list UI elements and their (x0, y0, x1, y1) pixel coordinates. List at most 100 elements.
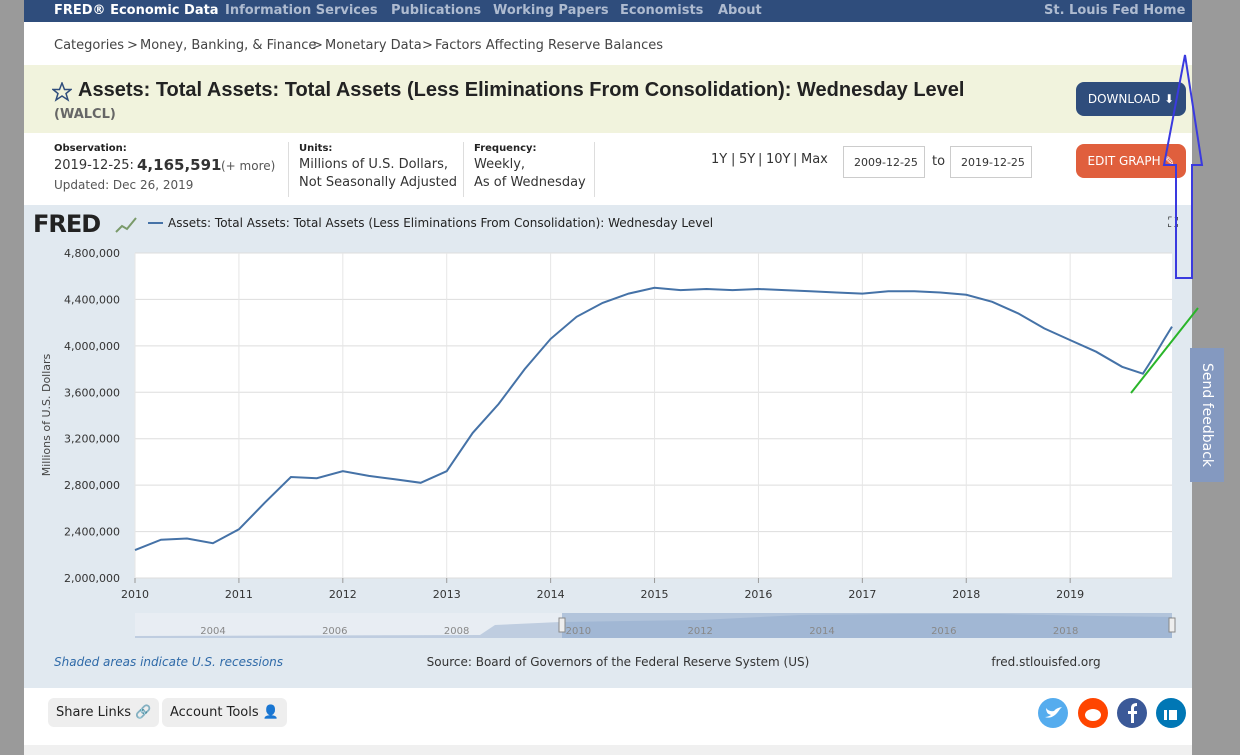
account-tools-button[interactable]: Account Tools 👤 (162, 698, 287, 727)
range-button[interactable]: 10Y (766, 152, 791, 167)
breadcrumb[interactable]: Categories (54, 38, 125, 53)
y-tick-label: 2,400,000 (64, 526, 120, 539)
navigator-label: 2006 (322, 626, 347, 637)
edit-label: EDIT GRAPH (1087, 154, 1161, 168)
plot-area (135, 253, 1172, 578)
logo-icon (115, 217, 137, 233)
range-button[interactable]: Max (801, 152, 828, 167)
frequency: Weekly, (474, 157, 526, 172)
series-title: Assets: Total Assets: Total Assets (Less… (78, 79, 965, 101)
navigator-selection[interactable] (562, 613, 1172, 638)
share-label: Share Links (56, 705, 132, 720)
nav-link[interactable]: Working Papers (493, 3, 609, 18)
y-tick-label: 3,600,000 (64, 386, 120, 399)
breadcrumb-separator: > (422, 38, 433, 53)
updated: Updated: Dec 26, 2019 (54, 178, 194, 192)
y-tick-label: 4,400,000 (64, 293, 120, 306)
y-tick-label: 4,800,000 (64, 247, 120, 260)
brand[interactable]: FRED® Economic Data (54, 3, 219, 18)
range-separator: | (731, 152, 736, 167)
y-tick-label: 2,000,000 (64, 572, 120, 585)
end-date-input[interactable]: 2019-12-25 (950, 146, 1032, 178)
edit-graph-button[interactable]: EDIT GRAPH ✎ (1076, 144, 1186, 178)
fred-logo: FRED (33, 210, 100, 238)
y-axis-label: Millions of U.S. Dollars (40, 353, 53, 476)
navigator-handle[interactable] (1168, 617, 1176, 633)
breadcrumb-separator: > (312, 38, 323, 53)
range-button[interactable]: 5Y (739, 152, 756, 167)
range-separator: | (758, 152, 763, 167)
legend-label: Assets: Total Assets: Total Assets (Less… (168, 216, 713, 230)
breadcrumb[interactable]: Factors Affecting Reserve Balances (435, 38, 664, 53)
nav-link[interactable]: Publications (391, 3, 482, 18)
x-tick-label: 2010 (121, 588, 149, 601)
x-tick-label: 2011 (225, 588, 253, 601)
frequency-label: Frequency: (474, 143, 537, 154)
series-line (134, 286, 1173, 552)
nav-bar (24, 0, 1192, 22)
navigator-label: 2012 (687, 626, 712, 637)
to-label: to (932, 154, 946, 169)
start-date-input[interactable]: 2009-12-25 (843, 146, 925, 178)
range-button[interactable]: 1Y (711, 152, 728, 167)
nav-link[interactable]: About (718, 3, 762, 18)
x-tick-label: 2018 (952, 588, 980, 601)
frequency: As of Wednesday (474, 175, 586, 190)
divider (463, 142, 464, 197)
x-tick-label: 2016 (744, 588, 772, 601)
icon-glyph (1164, 710, 1167, 720)
observation-label: Observation: (54, 143, 127, 154)
more-link[interactable]: (+ more) (221, 159, 276, 173)
star-icon[interactable] (52, 82, 72, 102)
x-tick-label: 2013 (433, 588, 461, 601)
y-tick-label: 4,000,000 (64, 340, 120, 353)
download-label: DOWNLOAD (1087, 92, 1161, 106)
observation-value: 4,165,591 (137, 156, 222, 174)
divider (594, 142, 595, 197)
x-tick-label: 2014 (537, 588, 565, 601)
x-tick-label: 2015 (641, 588, 669, 601)
breadcrumb[interactable]: Monetary Data (325, 38, 422, 53)
breadcrumb[interactable]: Money, Banking, & Finance (140, 38, 317, 53)
breadcrumb-separator: > (127, 38, 138, 53)
x-tick-label: 2012 (329, 588, 357, 601)
icon-glyph (1045, 707, 1062, 718)
icon-glyph (1128, 703, 1137, 723)
units-label: Units: (299, 143, 333, 154)
nav-link[interactable]: Economists (620, 3, 704, 18)
navigator-label: 2018 (1053, 626, 1078, 637)
observation-date: 2019-12-25: (54, 158, 134, 173)
navigator-label: 2004 (200, 626, 225, 637)
navigator-label: 2014 (809, 626, 834, 637)
chart: FRED ⛶ Millions of U.S. Dollars Shaded a… (24, 205, 1192, 688)
site-note: fred.stlouisfed.org (991, 655, 1100, 669)
units: Not Seasonally Adjusted (299, 175, 457, 190)
divider (288, 142, 289, 197)
icon-glyph (1085, 709, 1101, 721)
download-button[interactable]: DOWNLOAD ⬇ (1076, 82, 1186, 116)
nav-link[interactable]: St. Louis Fed Home (1044, 3, 1186, 18)
y-tick-label: 3,200,000 (64, 433, 120, 446)
source-note: Source: Board of Governors of the Federa… (427, 655, 810, 669)
feedback-label[interactable]: Send feedback (1199, 362, 1215, 468)
x-tick-label: 2017 (848, 588, 876, 601)
navigator-label: 2016 (931, 626, 956, 637)
series-id: (WALCL) (54, 107, 116, 122)
recession-note[interactable]: Shaded areas indicate U.S. recessions (54, 655, 283, 669)
fullscreen-icon[interactable]: ⛶ (1168, 215, 1178, 231)
x-tick-label: 2019 (1056, 588, 1084, 601)
social-icons (1038, 698, 1186, 728)
account-label: Account Tools (170, 705, 259, 720)
nav-link[interactable]: Information Services (225, 3, 378, 18)
range-separator: | (793, 152, 798, 167)
navigator-handle[interactable] (558, 617, 566, 633)
share-links-button[interactable]: Share Links 🔗 (48, 698, 160, 727)
header-band (24, 65, 1192, 133)
navigator-label: 2010 (566, 626, 591, 637)
units: Millions of U.S. Dollars, (299, 157, 448, 172)
y-tick-label: 2,800,000 (64, 479, 120, 492)
icon-glyph (1169, 710, 1177, 720)
footer-strip (24, 745, 1192, 755)
navigator-label: 2008 (444, 626, 469, 637)
